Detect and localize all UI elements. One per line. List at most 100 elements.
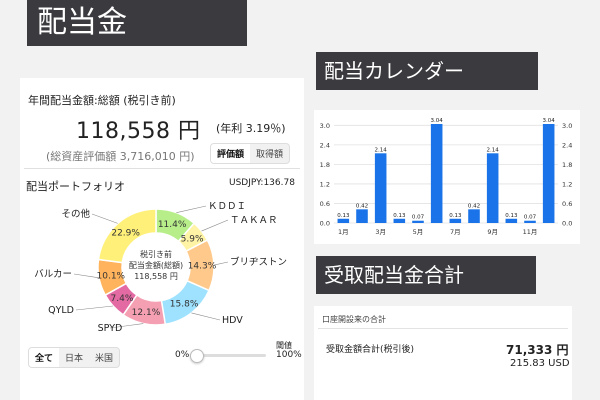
x-tick-label: 5月 xyxy=(413,228,424,236)
y-tick-label-right: 1.2 xyxy=(562,180,572,188)
received-total-usd: 215.83 USD xyxy=(510,358,570,369)
received-row-label: 受取金額合計(税引後) xyxy=(326,345,415,355)
threshold-slider-knob[interactable] xyxy=(190,349,204,363)
slice-percent-label: 11.4% xyxy=(158,220,187,230)
bar-2月 xyxy=(356,209,368,223)
filter-japan[interactable]: 日本 xyxy=(65,354,84,364)
bar-value-label: 3.04 xyxy=(431,118,444,124)
bar-10月 xyxy=(505,218,518,223)
x-tick-label: 7月 xyxy=(450,228,461,236)
received-divider xyxy=(318,328,568,329)
calendar-title: 配当カレンダー xyxy=(324,59,464,83)
portfolio-title: 配当ポートフォリオ xyxy=(26,180,125,193)
slice-percent-label: 5.9% xyxy=(181,234,204,244)
leader-line xyxy=(201,219,229,232)
leader-line xyxy=(213,261,229,266)
x-tick-label: 3月 xyxy=(375,228,386,236)
y-tick-label-left: 0.6 xyxy=(320,200,330,208)
bar-value-label: 2.14 xyxy=(487,147,500,153)
slice-name-label: その他 xyxy=(61,208,90,220)
slice-name-label: ＫＤＤＩ xyxy=(208,201,246,212)
y-tick-label-left: 2.4 xyxy=(320,141,330,149)
received-title: 受取配当金合計 xyxy=(324,263,464,287)
slice-percent-label: 12.1% xyxy=(132,308,161,318)
x-tick-label: 1月 xyxy=(338,228,349,236)
slice-percent-label: 14.3% xyxy=(188,261,217,271)
received-total-jpy: 71,333 円 xyxy=(506,343,569,357)
bar-value-label: 0.42 xyxy=(468,203,480,209)
divider xyxy=(24,168,300,169)
slice-name-label: QYLD xyxy=(48,305,74,316)
calendar-header: 配当カレンダー xyxy=(316,52,538,90)
y-tick-label-left: 1.8 xyxy=(320,161,330,169)
y-tick-label-right: 0.0 xyxy=(562,220,572,228)
valuation-toggle: 評価額 取得額 xyxy=(210,143,291,164)
slice-percent-label: 10.1% xyxy=(97,272,126,282)
leader-line xyxy=(91,213,118,224)
y-tick-label-right: 3.0 xyxy=(562,122,572,130)
bar-value-label: 0.13 xyxy=(449,213,462,219)
filter-all[interactable]: 全て xyxy=(29,348,60,367)
dividend-calendar-chart: 3.0 3.0 2.4 2.4 1.8 1.8 1.2 1.2 0.6 0.6 0.0 0.0 0.13… xyxy=(320,118,573,236)
header-bar: 配当金 xyxy=(27,0,247,46)
slider-max-label: 100% xyxy=(276,350,302,360)
bar-3月 xyxy=(374,153,387,223)
slider-min-label: 0% xyxy=(175,350,190,360)
y-tick-label-right: 1.8 xyxy=(562,161,572,169)
bar-value-label: 3.04 xyxy=(543,118,556,124)
region-filter: 全て 日本 米国 xyxy=(28,347,121,368)
annual-amount: 118,558 円 xyxy=(76,119,201,144)
annual-label: 年間配当金額:総額 (税引き前) xyxy=(28,94,176,107)
bar-value-label: 0.07 xyxy=(524,215,537,221)
donut-center-text: 税引き前 xyxy=(140,249,172,259)
bar-12月 xyxy=(542,124,555,223)
slice-percent-label: 22.9% xyxy=(111,228,140,238)
leader-line xyxy=(109,323,144,329)
slice-name-label: バルカー xyxy=(34,269,72,280)
y-tick-label-left: 0.0 xyxy=(320,220,330,228)
slice-name-label: ブリヂストン xyxy=(230,256,287,268)
bar-6月 xyxy=(430,124,443,223)
slice-name-label: SPYD xyxy=(98,323,123,334)
bar-7月 xyxy=(449,218,462,223)
bar-value-label: 0.13 xyxy=(505,213,518,219)
total-assets: (総資産評価額 3,716,010 円) xyxy=(46,150,195,163)
leader-line xyxy=(191,312,221,321)
slice-percent-label: 15.8% xyxy=(170,299,199,309)
donut-slice-other xyxy=(97,208,157,264)
bar-value-label: 0.07 xyxy=(412,215,425,221)
donut-center-text: 118,558 円 xyxy=(134,272,178,281)
donut-center xyxy=(123,234,189,300)
y-tick-label-right: 0.6 xyxy=(562,200,572,208)
bar-1月 xyxy=(337,218,350,223)
leader-line xyxy=(73,273,100,279)
bar-value-label: 0.13 xyxy=(337,213,350,219)
bar-9月 xyxy=(486,153,499,223)
page-title: 配当金 xyxy=(37,5,127,40)
fx-rate: USDJPY:136.78 xyxy=(229,178,295,188)
portfolio-donut-chart: 11.4% ＫＤＤＩ 5.9% ＴＡＫＡＲ 14.3% ブリヂストン 15.8% HDV 12.… xyxy=(34,201,287,334)
threshold-slider-track[interactable] xyxy=(190,349,266,363)
y-tick-label-left: 3.0 xyxy=(320,122,330,130)
slice-name-label: ＴＡＫＡＲ xyxy=(230,215,278,226)
bar-value-label: 0.13 xyxy=(393,213,406,219)
since-opening-label: 口座開設来の合計 xyxy=(322,315,386,324)
threshold-caption: 閾値 xyxy=(276,341,292,350)
y-tick-label-right: 2.4 xyxy=(562,141,572,149)
toggle-cost[interactable]: 取得額 xyxy=(256,150,284,160)
x-tick-label: 11月 xyxy=(523,228,538,236)
slice-percent-label: 7.4% xyxy=(111,294,134,304)
toggle-valuation[interactable]: 評価額 xyxy=(211,144,251,163)
y-tick-label-left: 1.2 xyxy=(320,180,330,188)
annual-yield: (年利 3.19％) xyxy=(216,122,286,135)
bar-11月 xyxy=(524,220,536,223)
received-header: 受取配当金合計 xyxy=(316,256,536,294)
bar-value-label: 0.42 xyxy=(356,203,368,209)
bar-4月 xyxy=(393,218,406,223)
x-tick-label: 9月 xyxy=(487,228,498,236)
slice-name-label: HDV xyxy=(222,315,243,326)
filter-us[interactable]: 米国 xyxy=(95,354,114,364)
donut-center-text: 配当金額(総額) xyxy=(129,260,183,270)
bar-8月 xyxy=(468,209,480,223)
received-card xyxy=(314,306,572,400)
